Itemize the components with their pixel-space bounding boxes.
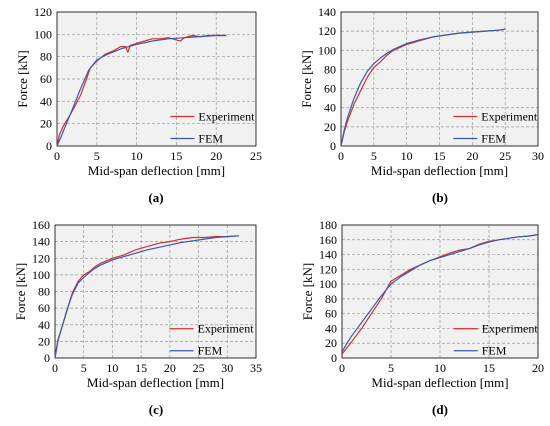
x-tick-label: 30 [221, 361, 233, 375]
series-line-fem [341, 234, 539, 353]
y-tick-label: 20 [325, 336, 337, 350]
legend-label: FEM [482, 344, 507, 358]
legend-label: Experiment [481, 110, 538, 124]
y-tick-label: 160 [32, 218, 50, 232]
x-tick-label: 0 [52, 361, 58, 375]
y-tick-label: 80 [38, 285, 50, 299]
x-tick-label: 35 [250, 361, 262, 375]
legend-label: Experiment [198, 322, 255, 336]
y-tick-label: 120 [32, 251, 50, 265]
y-tick-label: 0 [46, 139, 52, 153]
y-tick-label: 0 [44, 351, 50, 365]
x-tick-label: 5 [388, 361, 394, 375]
legend-label: Experiment [482, 322, 539, 336]
y-tick-label: 40 [324, 101, 336, 115]
series-line-fem [54, 235, 239, 359]
chart-panel-3: 0 5 10 15 20 25 30 35020406080100120140160Mid-s… [13, 218, 262, 417]
plot-frame [341, 224, 539, 359]
panel-label: (b) [432, 190, 448, 205]
y-tick-label: 80 [325, 292, 337, 306]
panel-label: (d) [432, 402, 448, 417]
x-tick-label: 10 [106, 361, 118, 375]
plot-frame [56, 11, 257, 147]
y-tick-label: 100 [32, 268, 50, 282]
legend: Experiment FEM [453, 110, 538, 146]
y-tick-label: 160 [319, 233, 337, 247]
panel-label: (c) [149, 402, 163, 417]
y-tick-label: 0 [331, 351, 337, 365]
legend: Experiment FEM [453, 322, 539, 358]
x-tick-label: 10 [131, 149, 143, 163]
x-axis-label: Mid-span deflection [mm] [88, 163, 225, 178]
x-axis-label: Mid-span deflection [mm] [87, 375, 224, 390]
x-tick-label: 15 [434, 149, 446, 163]
x-tick-label: 15 [135, 361, 147, 375]
x-tick-label: 15 [170, 149, 182, 163]
y-tick-label: 60 [40, 72, 52, 86]
x-tick-label: 20 [466, 149, 478, 163]
y-tick-label: 80 [324, 62, 336, 76]
y-tick-label: 100 [34, 27, 52, 41]
y-tick-label: 40 [325, 321, 337, 335]
y-tick-label: 100 [319, 277, 337, 291]
plot-frame [340, 11, 539, 147]
x-tick-label: 15 [483, 361, 495, 375]
y-tick-label: 40 [40, 94, 52, 108]
plot-frame [54, 224, 257, 359]
x-tick-label: 25 [499, 149, 511, 163]
x-tick-label: 25 [193, 361, 205, 375]
legend: Experiment FEM [170, 110, 255, 146]
legend-label: Experiment [198, 110, 255, 124]
chart-panel-1: 0 5 10 15 20 25 0 20 40 60 80 100 120 Mid-span deflec… [15, 5, 262, 205]
x-tick-label: 5 [94, 149, 100, 163]
x-tick-label: 0 [54, 149, 60, 163]
series-line-experiment [56, 34, 227, 147]
y-tick-label: 140 [32, 235, 50, 249]
panel-label: (a) [148, 190, 163, 205]
y-tick-label: 60 [38, 301, 50, 315]
x-tick-label: 20 [532, 361, 544, 375]
y-axis-label: Force [kN] [13, 263, 28, 320]
x-tick-label: 10 [401, 149, 413, 163]
legend-label: FEM [481, 132, 506, 146]
x-axis-label: Mid-span deflection [mm] [371, 163, 508, 178]
series-line-fem [56, 34, 227, 147]
y-tick-label: 120 [319, 262, 337, 276]
y-tick-label: 60 [324, 82, 336, 96]
y-tick-label: 0 [330, 139, 336, 153]
y-tick-label: 180 [319, 218, 337, 232]
series-line-fem [340, 28, 506, 147]
y-axis-label: Force [kN] [299, 50, 314, 107]
y-tick-label: 20 [324, 120, 336, 134]
y-tick-label: 80 [40, 50, 52, 64]
x-tick-label: 30 [532, 149, 544, 163]
legend-label: FEM [198, 132, 223, 146]
x-tick-label: 0 [338, 149, 344, 163]
x-tick-label: 25 [250, 149, 262, 163]
chart-panel-2: 0 5 10 15 20 25 30 0 20 40 60 80 100 120 140 Mid-span d… [299, 5, 544, 205]
y-tick-label: 140 [319, 248, 337, 262]
y-tick-label: 20 [40, 117, 52, 131]
x-tick-label: 20 [164, 361, 176, 375]
x-tick-label: 0 [339, 361, 345, 375]
y-tick-label: 120 [34, 5, 52, 19]
x-tick-label: 5 [371, 149, 377, 163]
y-axis-label: Force [kN] [15, 50, 30, 107]
y-tick-label: 60 [325, 307, 337, 321]
y-axis-label: Force [kN] [300, 263, 315, 320]
x-tick-label: 5 [81, 361, 87, 375]
y-tick-label: 40 [38, 318, 50, 332]
legend: Experiment FEM [169, 322, 255, 358]
y-tick-label: 20 [38, 334, 50, 348]
y-tick-label: 120 [318, 24, 336, 38]
legend-label: FEM [198, 344, 223, 358]
y-tick-label: 100 [318, 43, 336, 57]
x-tick-label: 10 [434, 361, 446, 375]
x-axis-label: Mid-span deflection [mm] [371, 375, 508, 390]
y-tick-label: 140 [318, 5, 336, 19]
x-tick-label: 20 [210, 149, 222, 163]
chart-panel-4: 0 5 10 15 20020406080100120140160180Mid-span… [300, 218, 544, 417]
